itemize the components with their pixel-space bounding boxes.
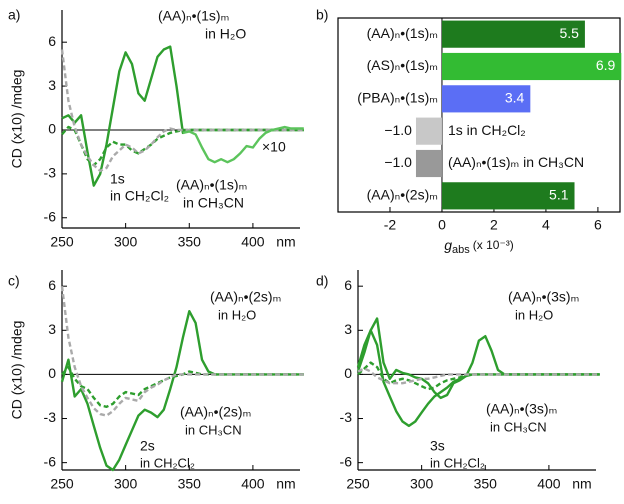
value-label: 5.1 bbox=[549, 187, 569, 203]
annotation: (AA)ₙ•(3s)ₘ bbox=[486, 401, 557, 417]
x-tick-label: 300 bbox=[114, 234, 138, 250]
y-tick-label: -3 bbox=[44, 165, 57, 181]
y-tick-label: -3 bbox=[340, 409, 353, 425]
bar bbox=[415, 149, 442, 178]
x-label-main: g bbox=[444, 237, 452, 253]
category-label: 1s in CH₂Cl₂ bbox=[448, 122, 526, 138]
annotation: in H₂O bbox=[205, 26, 246, 42]
category-label: (PBA)ₙ•(1s)ₘ bbox=[357, 90, 438, 106]
value-label: 3.4 bbox=[505, 90, 525, 106]
y-tick-label: 0 bbox=[344, 365, 352, 381]
bar bbox=[441, 182, 575, 210]
annotation: (AA)ₙ•(2s)ₘ bbox=[180, 404, 251, 420]
value-label: −1.0 bbox=[384, 122, 412, 138]
annotation: (AA)ₙ•(3s)ₘ bbox=[508, 289, 579, 305]
annotation: 3s bbox=[430, 438, 445, 454]
cd-line bbox=[357, 361, 600, 391]
x-tick-label: 250 bbox=[50, 476, 74, 492]
x-tick-label: 250 bbox=[346, 476, 370, 492]
annotation: 2s bbox=[140, 438, 155, 454]
annotation: 1s bbox=[110, 171, 125, 187]
x-tick-label: -2 bbox=[384, 217, 397, 233]
x-label-sub: abs bbox=[452, 244, 470, 256]
cd-line bbox=[60, 286, 304, 417]
annotation: in CH₂Cl₂ bbox=[430, 455, 485, 470]
annotation: ×10 bbox=[262, 139, 286, 155]
y-tick-label: -6 bbox=[44, 208, 57, 224]
y-tick-label: 0 bbox=[48, 121, 56, 137]
y-tick-label: -3 bbox=[44, 409, 57, 425]
x-tick-label: 2 bbox=[490, 217, 498, 233]
category-label: (AA)ₙ•(1s)ₘ bbox=[367, 25, 438, 41]
cd-line bbox=[356, 329, 600, 428]
annotation: in H₂O bbox=[515, 307, 553, 322]
annotation: (AA)ₙ•(1s)ₘ bbox=[176, 177, 247, 193]
x-tick-label: 400 bbox=[241, 234, 265, 250]
panel-label: a) bbox=[8, 7, 20, 23]
y-tick-label: 3 bbox=[344, 321, 352, 337]
x-tick-label: 300 bbox=[410, 476, 434, 492]
y-tick-label: 0 bbox=[48, 365, 56, 381]
annotation: in CH₃CN bbox=[490, 419, 547, 434]
y-tick-label: 6 bbox=[344, 277, 352, 293]
value-label: 5.5 bbox=[559, 25, 579, 41]
y-tick-label: 3 bbox=[48, 77, 56, 93]
bar bbox=[415, 117, 442, 145]
annotation: (AA)ₙ•(2s)ₘ bbox=[210, 289, 281, 305]
cd-line bbox=[60, 310, 304, 472]
panel-label: c) bbox=[8, 273, 20, 289]
x-unit: nm bbox=[276, 476, 295, 492]
x-tick-label: 350 bbox=[178, 476, 202, 492]
plot-frame bbox=[337, 17, 621, 213]
x-tick-label: 300 bbox=[114, 476, 138, 492]
value-label: −1.0 bbox=[384, 154, 412, 170]
cd-line bbox=[182, 125, 304, 164]
cd-line bbox=[61, 45, 304, 187]
panel-label: d) bbox=[316, 273, 328, 289]
y-tick-label: 3 bbox=[48, 321, 56, 337]
x-label-rest: (x 10⁻³) bbox=[473, 238, 514, 252]
panel-label: b) bbox=[316, 7, 328, 23]
y-tick-label: -6 bbox=[44, 453, 57, 469]
annotation: in CH₃CN bbox=[183, 195, 244, 211]
x-tick-label: 0 bbox=[438, 217, 446, 233]
annotation: (AA)ₙ•(1s)ₘ bbox=[158, 8, 229, 24]
y-tick-label: 6 bbox=[48, 33, 56, 49]
x-axis-label: gabs (x 10⁻³) bbox=[444, 237, 514, 256]
x-tick-label: 250 bbox=[50, 234, 74, 250]
bar bbox=[441, 20, 585, 48]
x-unit: nm bbox=[572, 476, 591, 492]
x-unit: nm bbox=[276, 234, 295, 250]
annotation: in CH₃CN bbox=[185, 422, 242, 437]
cd-line bbox=[60, 49, 304, 173]
x-tick-label: 400 bbox=[241, 476, 265, 492]
cd-line bbox=[61, 365, 304, 408]
annotation: in CH₂Cl₂ bbox=[140, 455, 195, 470]
annotation: in H₂O bbox=[218, 307, 256, 322]
x-tick-label: 6 bbox=[594, 217, 602, 233]
value-label: 6.9 bbox=[596, 57, 616, 73]
y-tick-label: -6 bbox=[340, 453, 353, 469]
annotation: in CH₂Cl₂ bbox=[110, 188, 169, 204]
category-label: (AA)ₙ•(1s)ₘ in CH₃CN bbox=[448, 154, 584, 170]
cd-line bbox=[356, 317, 600, 400]
y-tick-label: 6 bbox=[48, 277, 56, 293]
x-tick-label: 350 bbox=[474, 476, 498, 492]
category-label: (AA)ₙ•(2s)ₘ bbox=[367, 187, 438, 203]
category-label: (AS)ₙ•(1s)ₘ bbox=[367, 57, 438, 73]
x-tick-label: 400 bbox=[537, 476, 561, 492]
x-tick-label: 350 bbox=[178, 234, 202, 250]
bar bbox=[441, 85, 531, 113]
cd-line bbox=[61, 125, 304, 167]
bar bbox=[441, 52, 622, 81]
y-axis-label: CD (x10) /mdeg bbox=[9, 321, 25, 420]
y-axis-label: CD (x10) /mdeg bbox=[9, 70, 25, 169]
x-tick-label: 4 bbox=[542, 217, 550, 233]
